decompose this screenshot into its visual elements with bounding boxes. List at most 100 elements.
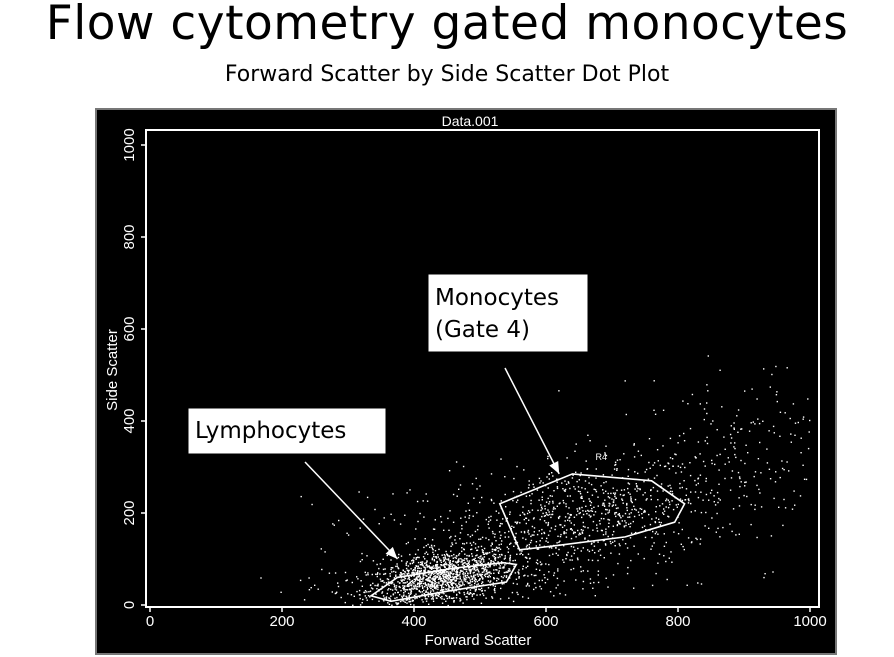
data-point	[352, 582, 353, 583]
data-point	[608, 493, 609, 494]
data-point	[390, 559, 391, 560]
data-point	[633, 546, 634, 547]
data-point	[400, 590, 401, 591]
data-point	[662, 490, 663, 491]
data-point	[496, 569, 497, 570]
data-point	[627, 517, 628, 518]
data-point	[609, 519, 610, 520]
data-point	[440, 585, 441, 586]
data-point	[412, 572, 413, 573]
data-point	[624, 489, 625, 490]
data-point	[571, 522, 572, 523]
data-point	[413, 560, 414, 561]
data-point	[656, 517, 657, 518]
data-point	[455, 587, 456, 588]
data-point	[613, 531, 614, 532]
data-point	[537, 560, 538, 561]
data-point	[592, 550, 593, 551]
data-point	[346, 533, 347, 534]
data-point	[527, 531, 528, 532]
data-point	[800, 452, 801, 453]
data-point	[441, 572, 442, 573]
data-point	[663, 514, 664, 515]
data-point	[710, 423, 711, 424]
data-point	[372, 599, 373, 600]
data-point	[688, 502, 689, 503]
x-tick-label: 600	[533, 613, 558, 630]
data-point	[413, 588, 414, 589]
data-point	[653, 487, 654, 488]
data-point	[809, 420, 810, 421]
data-point	[445, 584, 446, 585]
data-point	[570, 515, 571, 516]
data-point	[546, 514, 547, 515]
data-point	[557, 482, 558, 483]
data-point	[376, 585, 377, 586]
data-point	[387, 602, 388, 603]
data-point	[695, 510, 696, 511]
data-point	[623, 503, 624, 504]
data-point	[280, 592, 281, 593]
data-point	[620, 517, 621, 518]
data-point	[438, 582, 439, 583]
data-point	[716, 532, 717, 533]
data-point	[711, 490, 712, 491]
data-point	[464, 543, 465, 544]
data-point	[751, 388, 752, 389]
data-point	[443, 587, 444, 588]
data-point	[574, 517, 575, 518]
data-point	[492, 555, 493, 556]
data-point	[734, 429, 735, 430]
data-point	[606, 578, 607, 579]
data-point	[445, 555, 446, 556]
data-point	[376, 588, 377, 589]
data-point	[406, 492, 407, 493]
data-point	[438, 549, 439, 550]
data-point	[786, 461, 787, 462]
data-point	[383, 582, 384, 583]
data-point	[575, 536, 576, 537]
data-point	[430, 590, 431, 591]
data-point	[406, 602, 407, 603]
data-point	[507, 572, 508, 573]
data-point	[801, 438, 802, 439]
data-point	[716, 513, 717, 514]
data-point	[357, 578, 358, 579]
data-point	[711, 460, 712, 461]
data-point	[660, 465, 661, 466]
data-point	[662, 503, 663, 504]
data-point	[479, 578, 480, 579]
data-point	[413, 604, 414, 605]
data-point	[589, 515, 590, 516]
data-point	[423, 583, 424, 584]
data-point	[403, 587, 404, 588]
data-point	[790, 418, 791, 419]
data-point	[421, 570, 422, 571]
data-point	[529, 547, 530, 548]
data-point	[481, 603, 482, 604]
data-point	[475, 581, 476, 582]
data-point	[534, 583, 535, 584]
data-point	[442, 584, 443, 585]
data-point	[335, 572, 336, 573]
data-point	[450, 546, 451, 547]
data-point	[566, 555, 567, 556]
data-point	[499, 526, 500, 527]
data-point	[471, 553, 472, 554]
data-point	[706, 478, 707, 479]
data-point	[684, 440, 685, 441]
data-point	[427, 544, 428, 545]
data-point	[482, 593, 483, 594]
data-point	[516, 579, 517, 580]
data-point	[432, 552, 433, 553]
data-point	[533, 487, 534, 488]
data-point	[552, 502, 553, 503]
data-point	[740, 460, 741, 461]
data-point	[570, 495, 571, 496]
data-point	[373, 560, 374, 561]
data-point	[473, 498, 474, 499]
data-point	[410, 604, 411, 605]
data-point	[640, 508, 641, 509]
data-point	[434, 560, 435, 561]
data-point	[402, 597, 403, 598]
